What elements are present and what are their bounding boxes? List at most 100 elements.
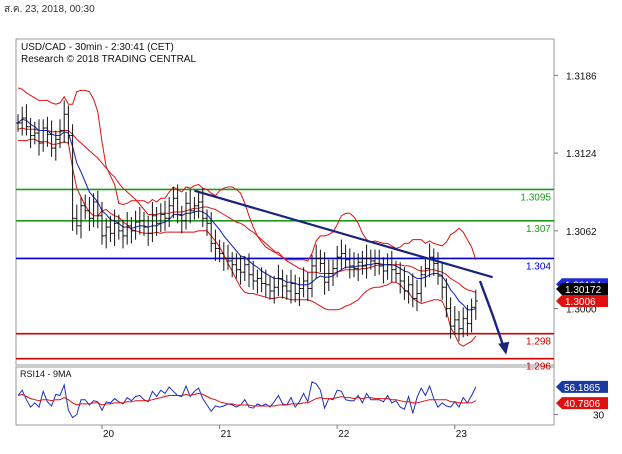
price-bar: [234, 253, 239, 279]
price-bar: [440, 262, 445, 300]
price-bar: [436, 252, 440, 285]
price-bar: [322, 252, 327, 295]
price-bar: [24, 104, 29, 136]
price-bar: [293, 274, 298, 303]
price-bar: [339, 239, 344, 270]
price-tick-label: 1.3000: [566, 305, 597, 316]
price-bar: [247, 253, 251, 288]
price-bar: [87, 196, 92, 231]
price-bar: [125, 212, 130, 245]
price-bar: [389, 250, 394, 283]
price-bar: [431, 248, 436, 276]
price-bar: [465, 304, 470, 337]
price-bar: [196, 190, 201, 219]
price-bar: [331, 259, 335, 287]
price-bar: [104, 218, 109, 249]
price-bar: [473, 289, 478, 320]
price-bar: [133, 210, 138, 240]
forecast-arrow-head: [498, 341, 510, 355]
level-label: 1.3095: [520, 192, 551, 203]
price-bar: [16, 114, 20, 132]
price-bar: [163, 200, 167, 231]
price-bar: [242, 255, 247, 281]
price-bar: [343, 244, 348, 269]
price-bar: [70, 124, 75, 231]
price-bar: [394, 260, 398, 283]
price-bar: [305, 272, 310, 302]
price-bar: [230, 252, 235, 278]
price-bar: [457, 311, 461, 342]
price-bar: [188, 189, 193, 224]
price-bar: [175, 184, 180, 224]
resistance-trendline: [194, 189, 493, 279]
price-bar: [74, 204, 79, 235]
price-bar: [62, 100, 67, 144]
price-bar: [37, 119, 41, 156]
price-bar: [356, 253, 361, 281]
price-bar: [66, 105, 71, 145]
price-tag-label: 1.3006: [565, 297, 596, 308]
price-bar: [79, 196, 83, 239]
price-tick-label: 1.3062: [566, 227, 597, 238]
price-bar: [469, 298, 474, 333]
x-tick-label: 20: [103, 429, 115, 440]
price-bar: [263, 269, 268, 298]
price-bar: [100, 202, 104, 245]
price-bar: [171, 186, 176, 219]
price-bar: [205, 209, 209, 236]
rsi-tag-bg: [556, 380, 608, 393]
price-bar: [402, 267, 407, 300]
price-bar: [448, 297, 453, 339]
price-bar: [314, 244, 319, 279]
price-bar: [398, 262, 403, 294]
rsi-tag: 56.1865: [556, 380, 608, 394]
rsi-tag-label: 40.7806: [564, 399, 601, 410]
price-bar: [95, 190, 100, 229]
forecast-arrow: [478, 280, 505, 347]
price-tag: 1.30172: [556, 283, 608, 296]
price-bar: [272, 275, 277, 304]
price-bar: [49, 120, 54, 157]
price-bar: [146, 215, 151, 246]
price-bar: [385, 253, 390, 280]
price-bar: [112, 209, 117, 246]
price-bar: [217, 239, 222, 263]
price-bar: [452, 306, 457, 335]
bollinger-upper-line: [17, 87, 477, 262]
bollinger-lower-line: [18, 138, 477, 347]
price-bar: [150, 202, 155, 243]
level-label: 1.304: [526, 261, 551, 272]
timestamp: ส.ค. 23, 2018, 00:30: [4, 4, 95, 15]
price-bar: [167, 196, 172, 228]
price-bar: [28, 117, 33, 149]
price-tag-bg: [556, 283, 608, 296]
price-bar: [238, 255, 243, 285]
price-tick-label: 1.3186: [566, 71, 597, 82]
price-bar: [213, 229, 218, 261]
price-bar: [83, 194, 88, 220]
price-bar: [310, 254, 314, 298]
price-bar: [121, 219, 125, 249]
price-bar: [108, 215, 113, 243]
x-tick-label: 22: [338, 429, 350, 440]
price-bar: [116, 214, 121, 240]
price-bar: [373, 249, 377, 276]
price-bar: [91, 193, 96, 228]
price-bar: [192, 196, 197, 220]
price-bar: [335, 245, 340, 278]
price-bar: [461, 307, 466, 338]
price-tag-bg: [556, 295, 608, 308]
price-bar: [255, 269, 260, 294]
chart-title: USD/CAD - 30min - 2:30:41 (CET): [21, 42, 174, 53]
chart-subtitle: Research © 2018 TRADING CENTRAL: [21, 54, 196, 65]
price-bar: [368, 249, 373, 270]
rsi-tag-label: 56.1865: [564, 383, 601, 394]
price-bar: [41, 119, 46, 152]
price-bar: [276, 264, 281, 297]
price-bar: [142, 212, 146, 236]
price-bar: [221, 242, 226, 271]
rsi-pane: [15, 366, 555, 426]
price-bar: [268, 275, 272, 300]
price-bar: [137, 207, 142, 235]
